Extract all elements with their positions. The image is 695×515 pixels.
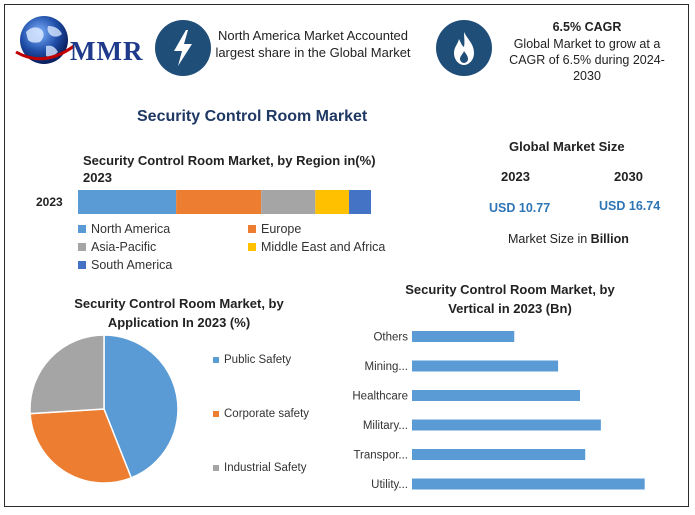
pie-slice-0: [103, 335, 179, 479]
region-legend-label-1: Europe: [261, 222, 301, 236]
region-chart-title: Security Control Room Market, by Region …: [83, 153, 376, 185]
vertical-category-label-4: Transpor...: [353, 450, 408, 462]
pie-legend-swatch-2: [213, 465, 219, 471]
vertical-bar-2: [412, 390, 580, 401]
region-legend-swatch-0: [78, 225, 86, 233]
vertical-category-label-3: Military...: [363, 420, 408, 432]
application-pie-chart: Public Safety Corporate safety Industrial …: [29, 335, 309, 484]
pie-legend-label-0: Public Safety: [224, 354, 291, 366]
market-size-unit-prefix: Market Size in: [508, 232, 591, 246]
main-title: Security Control Room Market: [137, 108, 368, 125]
highlight-2-badge: [436, 20, 492, 76]
application-chart-title: Security Control Room Market, by Applica…: [74, 296, 284, 330]
pie-legend-swatch-1: [213, 411, 219, 417]
globe-logo-icon: [15, 16, 75, 64]
region-legend-label-3: Middle East and Africa: [261, 240, 385, 254]
region-legend-label-0: North America: [91, 222, 170, 236]
highlight-1-text: North America Market Accounted largest s…: [215, 28, 411, 60]
region-legend-swatch-1: [248, 225, 256, 233]
vertical-category-label-1: Mining...: [365, 361, 408, 373]
region-bar-segment-1: [176, 190, 262, 214]
region-bar-segment-3: [315, 190, 350, 214]
region-bar-segment-2: [261, 190, 316, 214]
highlight-1-badge: [155, 20, 211, 76]
pie-slice-2: [29, 335, 105, 415]
pie-legend-label-1: Corporate safety: [224, 408, 309, 420]
vertical-bar-3: [412, 419, 601, 431]
region-legend-swatch-2: [78, 243, 86, 251]
market-size-title: Global Market Size: [509, 139, 625, 154]
pie-legend-swatch-0: [213, 357, 219, 363]
pie-legend-label-2: Industrial Safety: [224, 462, 307, 474]
market-size-unit-bold: Billion: [590, 232, 629, 246]
region-legend-label-4: South America: [91, 258, 172, 272]
lightning-icon: [174, 30, 192, 66]
region-stacked-bar-chart: 2023 North America Europe Asia-Pacific Middl…: [36, 190, 385, 272]
vertical-category-label-5: Utility...: [371, 479, 408, 491]
market-size-year-2023: 2023: [501, 169, 530, 184]
market-size-year-2030: 2030: [614, 169, 643, 184]
region-bar-segment-0: [78, 190, 177, 214]
vertical-category-label-2: Healthcare: [352, 391, 408, 403]
region-legend-swatch-3: [248, 243, 256, 251]
region-bar-segment-4: [349, 190, 371, 214]
region-legend-swatch-4: [78, 261, 86, 269]
vertical-chart-title: Security Control Room Market, by Vertica…: [405, 282, 615, 316]
vertical-bar-4: [412, 449, 586, 460]
pie-slice-1: [29, 408, 133, 484]
vertical-bar-chart: Others Mining... Healthcare Military... Tran…: [352, 331, 645, 491]
region-legend-label-2: Asia-Pacific: [91, 240, 156, 254]
vertical-category-label-0: Others: [373, 332, 408, 344]
flame-icon: [454, 32, 474, 65]
vertical-bar-0: [412, 331, 515, 342]
logo-text: MMR: [70, 36, 144, 66]
highlight-2-title: 6.5% CAGR: [552, 20, 622, 34]
infographic-frame: [4, 4, 689, 507]
vertical-bar-5: [412, 478, 645, 490]
market-size-value-2030: USD 16.74: [599, 199, 661, 213]
vertical-bar-1: [412, 360, 559, 372]
region-category-label: 2023: [36, 195, 63, 209]
market-size-value-2023: USD 10.77: [489, 201, 551, 215]
market-size-unit: Market Size in Billion: [508, 232, 629, 246]
highlight-2-text: Global Market to grow at a CAGR of 6.5% …: [509, 37, 665, 83]
